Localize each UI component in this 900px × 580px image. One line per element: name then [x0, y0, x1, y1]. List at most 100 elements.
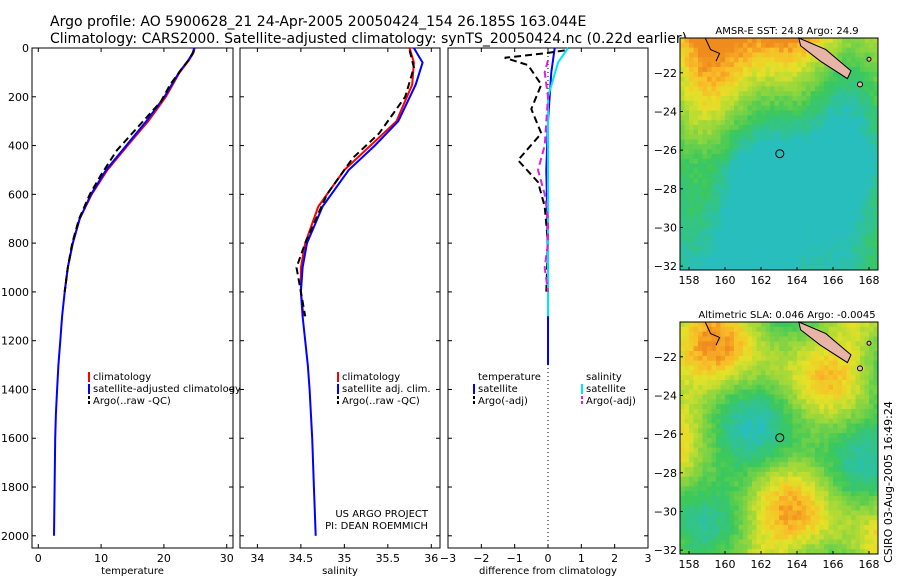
sst-map-cell [873, 76, 879, 82]
sst-map-cell [774, 129, 780, 136]
sst-map-cell [774, 47, 780, 53]
sst-map-cell [684, 62, 690, 68]
sla-map-cell [819, 360, 825, 366]
sst-map-cell [693, 221, 699, 227]
sla-map-cell [729, 471, 735, 478]
sst-map-cell [815, 255, 820, 261]
sla-map-cell [689, 355, 694, 362]
sla-map-cell [806, 539, 811, 545]
sla-map-cell [792, 389, 798, 395]
sst-map-cell [752, 57, 757, 63]
sst-map-cell [725, 192, 730, 198]
sla-map-cell [720, 534, 726, 540]
sst-map-cell [689, 236, 694, 242]
sst-map-cell [860, 86, 865, 92]
sla-map-cell [702, 457, 708, 463]
sst-map-cell [810, 168, 816, 174]
sla-map-cell [806, 370, 811, 376]
sla-map-cell [765, 505, 771, 511]
sla-map-cell [846, 360, 852, 366]
sla-map-cell [770, 394, 775, 400]
sst-map-cell [738, 231, 744, 237]
sst-map-cell [828, 265, 834, 271]
sla-map-cell [860, 394, 865, 400]
sla-map-cell [698, 447, 703, 453]
sla-map-cell [788, 515, 793, 521]
sst-map-cell [702, 57, 708, 63]
sst-map-cell [806, 62, 811, 68]
sst-map-cell [765, 154, 771, 160]
sla-map-cell [770, 384, 775, 391]
sst-map-cell [864, 241, 870, 247]
sla-map-cell [770, 496, 775, 502]
sla-map-cell [729, 375, 735, 381]
sla-map-cell [752, 322, 757, 328]
sla-map-cell [810, 500, 816, 507]
sst-map-cell [752, 71, 757, 78]
sst-map-cell [761, 192, 766, 198]
sla-map-cell [734, 360, 739, 366]
sla-map-cell [806, 462, 811, 468]
sst-map-cell [869, 221, 874, 227]
sla-map-cell [797, 380, 802, 386]
sla-map-cell [689, 380, 694, 386]
sla-map-cell [756, 355, 762, 362]
sst-map-cell [828, 231, 834, 237]
sst-map-cell [743, 207, 748, 213]
sla-map-cell [842, 394, 847, 400]
sla-map-cell [716, 505, 721, 511]
sst-map-cell [828, 226, 834, 232]
sst-map-cell [797, 81, 802, 87]
sst-map-cell [693, 81, 699, 87]
sst-map-cell [783, 187, 789, 194]
sla-map-cell [806, 544, 811, 550]
sst-map-cell [689, 81, 694, 87]
sst-map-cell [689, 110, 694, 116]
sst-map-cell [738, 207, 744, 213]
sla-map-cell [779, 457, 784, 463]
sst-map-cell [738, 255, 744, 261]
sla-map-cell [873, 529, 879, 536]
sst-map-cell [806, 52, 811, 58]
sst-map-cell [716, 168, 721, 174]
sst-map-cell [837, 81, 843, 87]
sst-map-cell [734, 260, 739, 266]
sst-map-cell [779, 173, 784, 179]
sst-map-cell [680, 52, 685, 58]
sst-map-cell [801, 47, 807, 53]
sla-map-cell [801, 452, 807, 458]
sst-map-cell [792, 81, 798, 87]
sla-map-cell [716, 462, 721, 468]
sst-map-cell [725, 226, 730, 232]
sla-map-cell [860, 375, 865, 381]
sla-map-land-isle [866, 340, 872, 346]
sla-map-cell [864, 326, 870, 333]
sst-map-cell [824, 149, 829, 155]
sla-map-cell [801, 505, 807, 511]
sst-map-cell [738, 192, 744, 198]
sst-map-cell [761, 212, 766, 218]
sla-map-cell [869, 438, 874, 444]
sla-map-cell [738, 404, 744, 410]
sla-map-cell [815, 481, 820, 487]
sla-map-cell [680, 525, 685, 531]
sla-map-cell [752, 423, 757, 429]
sla-map-cell [756, 351, 762, 357]
sst-map-cell [779, 38, 784, 44]
sla-map-cell [801, 510, 807, 516]
sla-map-cell [837, 457, 843, 463]
temperature-xtick-label: 20 [157, 552, 171, 565]
sla-map-cell [747, 346, 753, 352]
sst-map-cell [743, 168, 748, 174]
sla-map-cell [783, 370, 789, 376]
sla-map-cell [783, 442, 789, 449]
sst-map-cell [738, 212, 744, 218]
sst-map-cell [765, 236, 771, 242]
sst-map-cell [819, 139, 825, 145]
sla-map-cell [702, 409, 708, 415]
sst-map-cell [810, 86, 816, 92]
sst-map-cell [824, 212, 829, 218]
sst-map-cell [716, 81, 721, 87]
sla-map-cell [711, 500, 717, 507]
sst-map-cell [864, 96, 870, 102]
